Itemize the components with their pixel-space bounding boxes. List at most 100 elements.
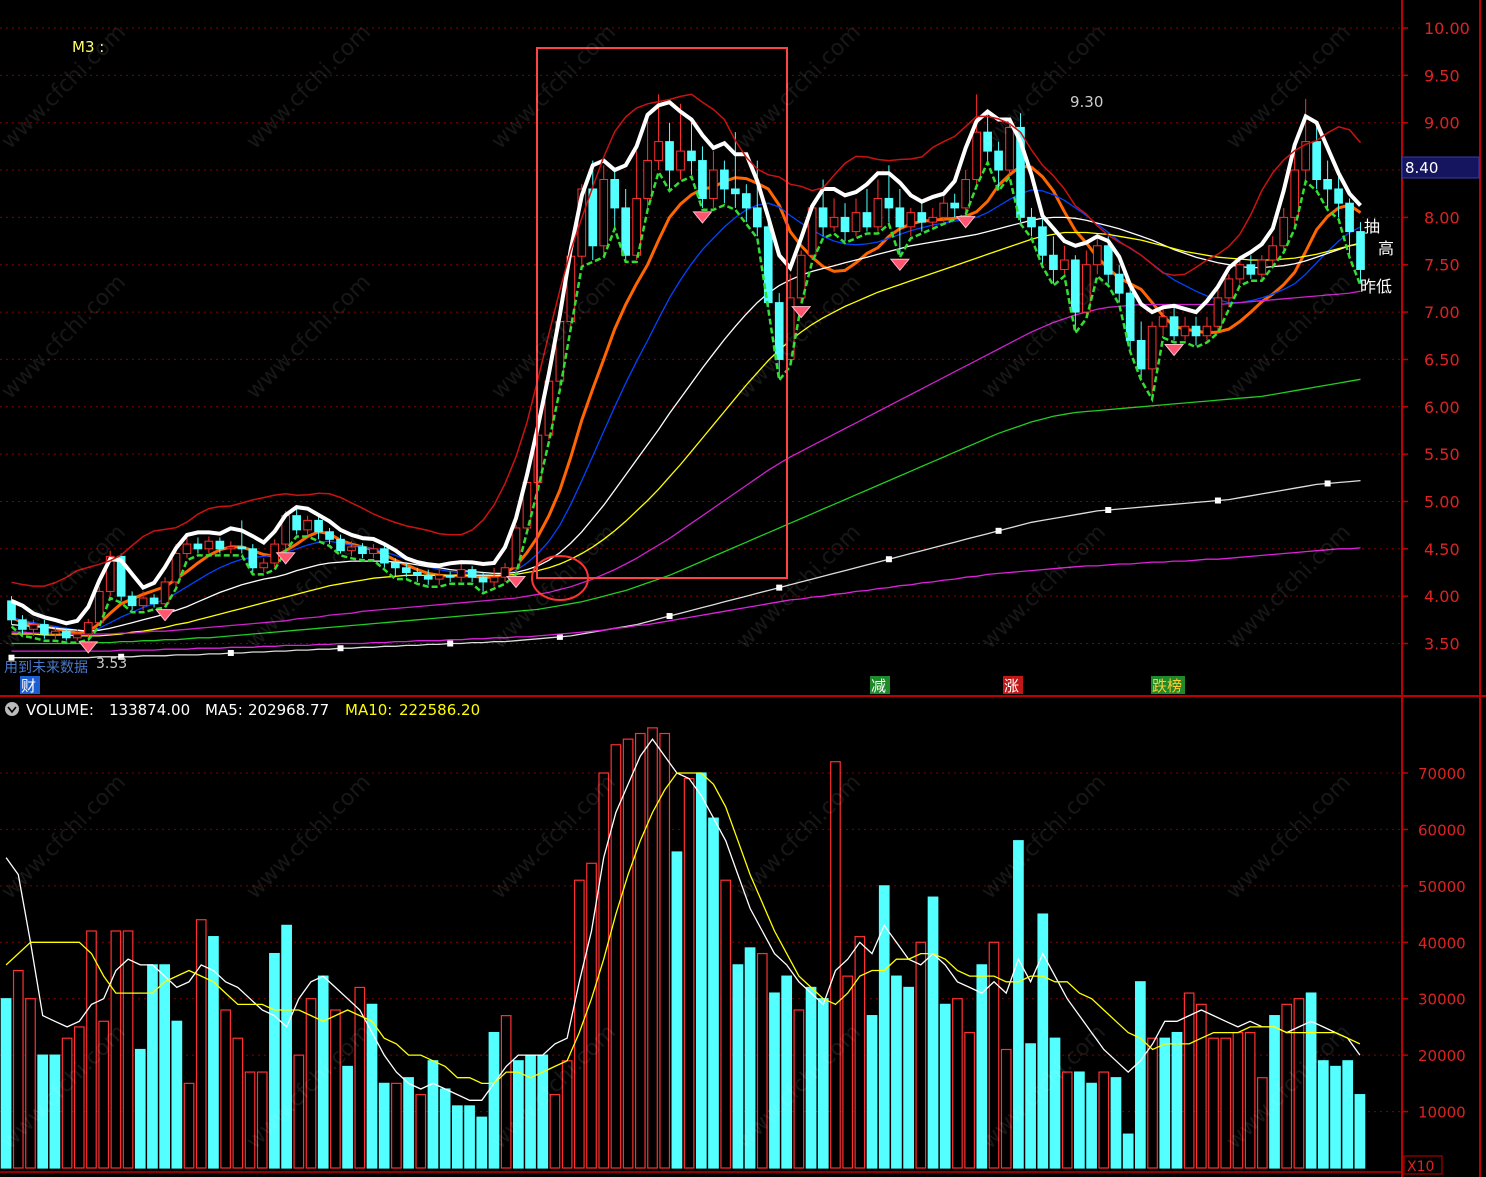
volume-bar [378, 1082, 390, 1169]
volume-bar [1244, 1031, 1256, 1169]
candle-body [1180, 325, 1190, 337]
ma-dot [118, 653, 125, 660]
event-tag-cai-bg [20, 676, 40, 694]
candle-body [1136, 339, 1146, 370]
volume-ma5-line [5, 737, 1361, 1101]
highlight-circle [531, 555, 589, 601]
volume-tick-label: 40000 [1418, 934, 1466, 952]
moving-average-line [11, 290, 1361, 635]
volume-bar [49, 1054, 61, 1169]
watermark-text: www.cfchi.com [977, 270, 1111, 404]
watermark-text: www.cfchi.com [732, 20, 866, 154]
volume-bar [903, 986, 914, 1169]
candle-body [720, 169, 729, 190]
candle-body [928, 216, 938, 223]
candle-body [1114, 273, 1124, 294]
candle-body [149, 597, 159, 605]
candle-body [314, 519, 323, 533]
envelope-lines [10, 93, 1362, 644]
volume-bar [256, 1071, 268, 1169]
candle-body [873, 197, 883, 228]
volume-bar [1061, 1071, 1073, 1169]
volume-bar [988, 941, 1000, 1169]
candle-body [478, 576, 488, 583]
diamond-signal-icon [78, 641, 99, 654]
candle-body [1334, 188, 1343, 204]
volume-bar [1086, 1082, 1097, 1169]
watermark-text: www.cfchi.com [732, 770, 866, 904]
event-tag-zhang[interactable]: 涨 [1003, 676, 1023, 695]
volume-bar [439, 1088, 451, 1169]
volume-bar [1208, 1037, 1219, 1169]
candle-body [665, 141, 674, 171]
volume-bar [842, 975, 854, 1169]
event-tag-diebang[interactable]: 跌榜 [1151, 676, 1185, 695]
candle-body [489, 576, 499, 583]
candle-body [731, 188, 740, 195]
volume-bar [293, 1054, 305, 1169]
volume-bar [586, 862, 597, 1169]
price-tick-label: 9.00 [1424, 114, 1460, 133]
volume-bar [1147, 1037, 1158, 1169]
moving-average-lines [8, 164, 1362, 661]
volume-bar [769, 992, 780, 1169]
candle-body [412, 571, 422, 576]
high-price-marker: 9.30 [1070, 93, 1103, 111]
ma-dot [8, 654, 15, 661]
candle-body [105, 555, 115, 592]
volume-bar [122, 930, 134, 1169]
candle-body [204, 540, 214, 550]
candle-body [698, 160, 707, 199]
volume-bar [159, 964, 171, 1169]
collapse-icon[interactable] [5, 702, 19, 716]
candle-body [917, 212, 927, 223]
watermark-text: www.cfchi.com [0, 270, 131, 404]
volume-bar [891, 975, 902, 1169]
diamond-signal-icon [154, 609, 176, 622]
candle-body [215, 540, 225, 550]
volume-bar [927, 896, 939, 1169]
moving-average-line [11, 378, 1361, 645]
volume-unit-box [1403, 1155, 1443, 1175]
candle-body [840, 216, 850, 233]
candle-body [116, 555, 126, 597]
volume-tick-label: 30000 [1418, 991, 1466, 1009]
candle-body [632, 197, 641, 256]
candle-body [1235, 264, 1245, 280]
volume-bar [330, 1009, 341, 1169]
volume-bar [1354, 1094, 1366, 1169]
event-tag-zhang-bg [1003, 676, 1023, 694]
candle-body [18, 619, 27, 630]
candle-body [895, 207, 905, 228]
upper-band-line [10, 99, 1362, 626]
volume-tick-label: 70000 [1418, 765, 1466, 783]
candle-body [1290, 169, 1300, 218]
candle-body [621, 207, 631, 256]
current-price-tag-bg [1401, 156, 1480, 179]
volume-bar [549, 1094, 561, 1169]
lower-band-line [10, 159, 1362, 644]
candle-body [358, 546, 367, 555]
candle-body [1224, 278, 1234, 299]
volume-bar [1220, 1037, 1232, 1169]
candle-body [1257, 259, 1267, 275]
event-tag-cai-text: 财 [21, 677, 36, 695]
volume-bar [1037, 913, 1049, 1169]
volume-bar [695, 772, 707, 1169]
volume-bar [512, 1060, 524, 1169]
ma-dot [1105, 506, 1112, 513]
candle-body [950, 202, 960, 209]
volume-bar [354, 986, 366, 1169]
candle-body [369, 548, 378, 555]
event-tag-jian[interactable]: 减 [870, 676, 890, 695]
candle-body [1191, 325, 1201, 337]
event-tag-cai[interactable]: 财 [20, 676, 40, 695]
volume-bar [1110, 1077, 1122, 1169]
volume-tick-label: 60000 [1418, 821, 1466, 839]
moving-average-line [11, 547, 1361, 652]
volume-bar [281, 924, 292, 1169]
candle-body [259, 562, 269, 569]
candle-body [7, 600, 16, 621]
volume-bar [342, 1065, 353, 1169]
diamond-signal-icon [1164, 343, 1185, 357]
